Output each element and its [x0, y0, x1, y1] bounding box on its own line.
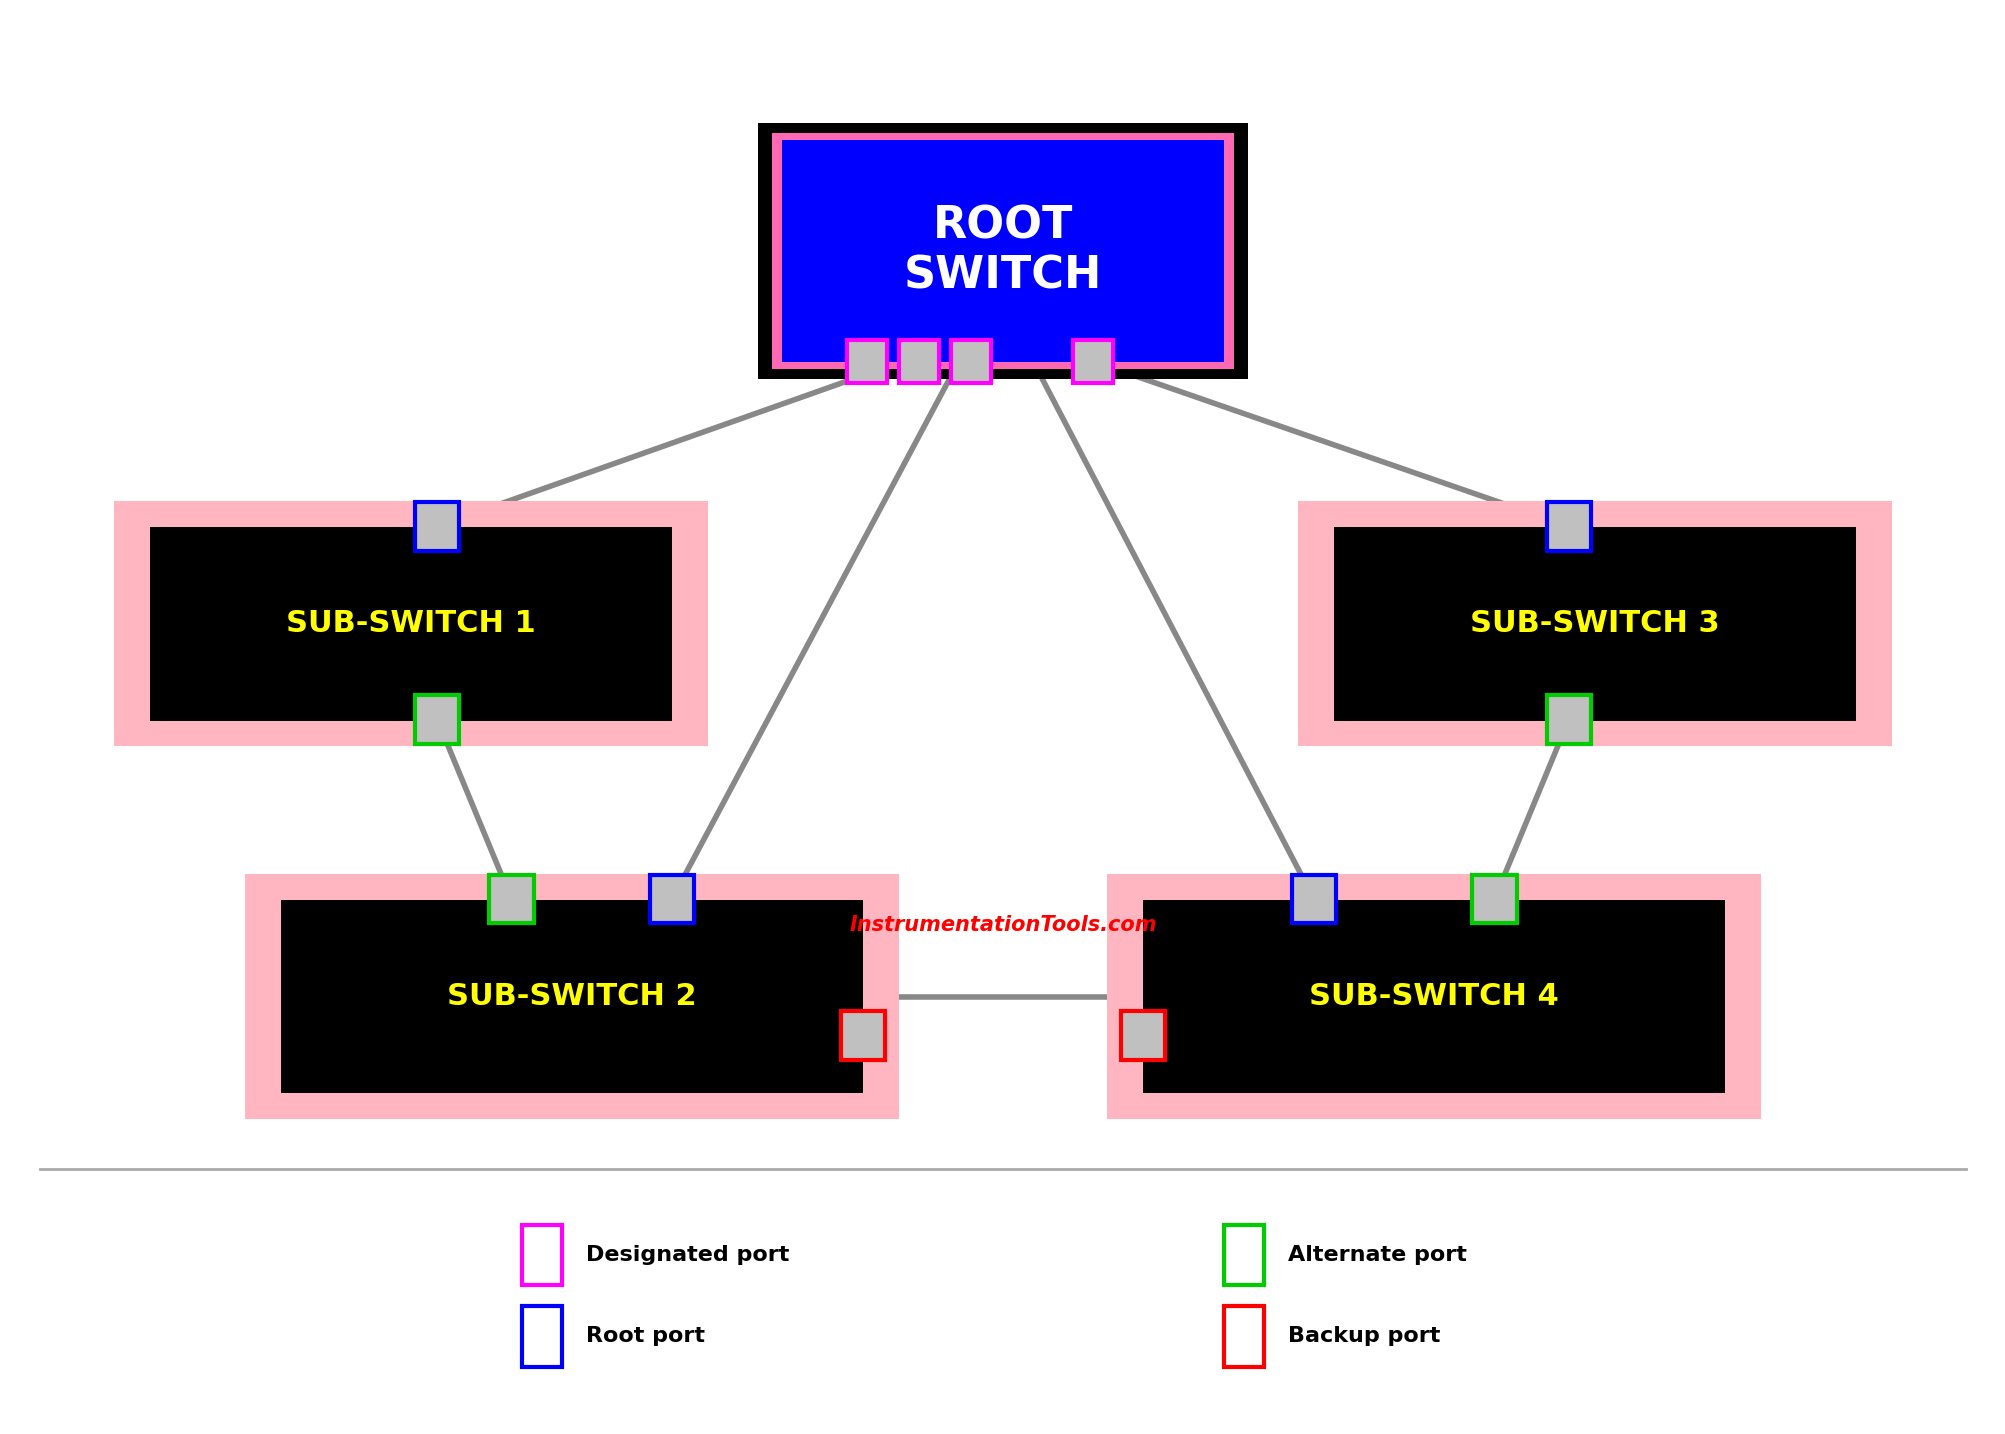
Bar [489, 875, 533, 923]
Text: Root port: Root port [585, 1326, 704, 1347]
Bar [758, 123, 1247, 380]
Bar [772, 133, 1233, 370]
Bar [1333, 528, 1855, 721]
Bar [1291, 875, 1335, 923]
Bar [150, 528, 672, 721]
Bar [1223, 1306, 1263, 1367]
Bar [1546, 502, 1590, 551]
Bar [1223, 1225, 1263, 1285]
Bar [114, 502, 708, 747]
Bar [521, 1225, 561, 1285]
Bar [1472, 875, 1516, 923]
Bar [415, 695, 459, 744]
Bar [1143, 901, 1724, 1093]
Bar [898, 340, 938, 383]
Bar [1121, 1011, 1165, 1060]
Text: SUB-SWITCH 2: SUB-SWITCH 2 [447, 982, 696, 1011]
Bar [1107, 875, 1760, 1119]
Text: ROOT
SWITCH: ROOT SWITCH [904, 205, 1101, 297]
Text: SUB-SWITCH 1: SUB-SWITCH 1 [287, 609, 535, 638]
Bar [782, 141, 1223, 363]
Bar [415, 502, 459, 551]
Bar [650, 875, 694, 923]
Text: Designated port: Designated port [585, 1245, 788, 1265]
Bar [281, 901, 862, 1093]
Text: Backup port: Backup port [1287, 1326, 1440, 1347]
Bar [1297, 502, 1891, 747]
Text: Alternate port: Alternate port [1287, 1245, 1466, 1265]
Bar [1073, 340, 1113, 383]
Bar [1546, 695, 1590, 744]
Text: SUB-SWITCH 3: SUB-SWITCH 3 [1470, 609, 1718, 638]
Bar [840, 1011, 884, 1060]
Bar [950, 340, 990, 383]
Text: SUB-SWITCH 4: SUB-SWITCH 4 [1309, 982, 1558, 1011]
Bar [521, 1306, 561, 1367]
Bar [846, 340, 886, 383]
Text: InstrumentationTools.com: InstrumentationTools.com [848, 915, 1157, 935]
Bar [245, 875, 898, 1119]
